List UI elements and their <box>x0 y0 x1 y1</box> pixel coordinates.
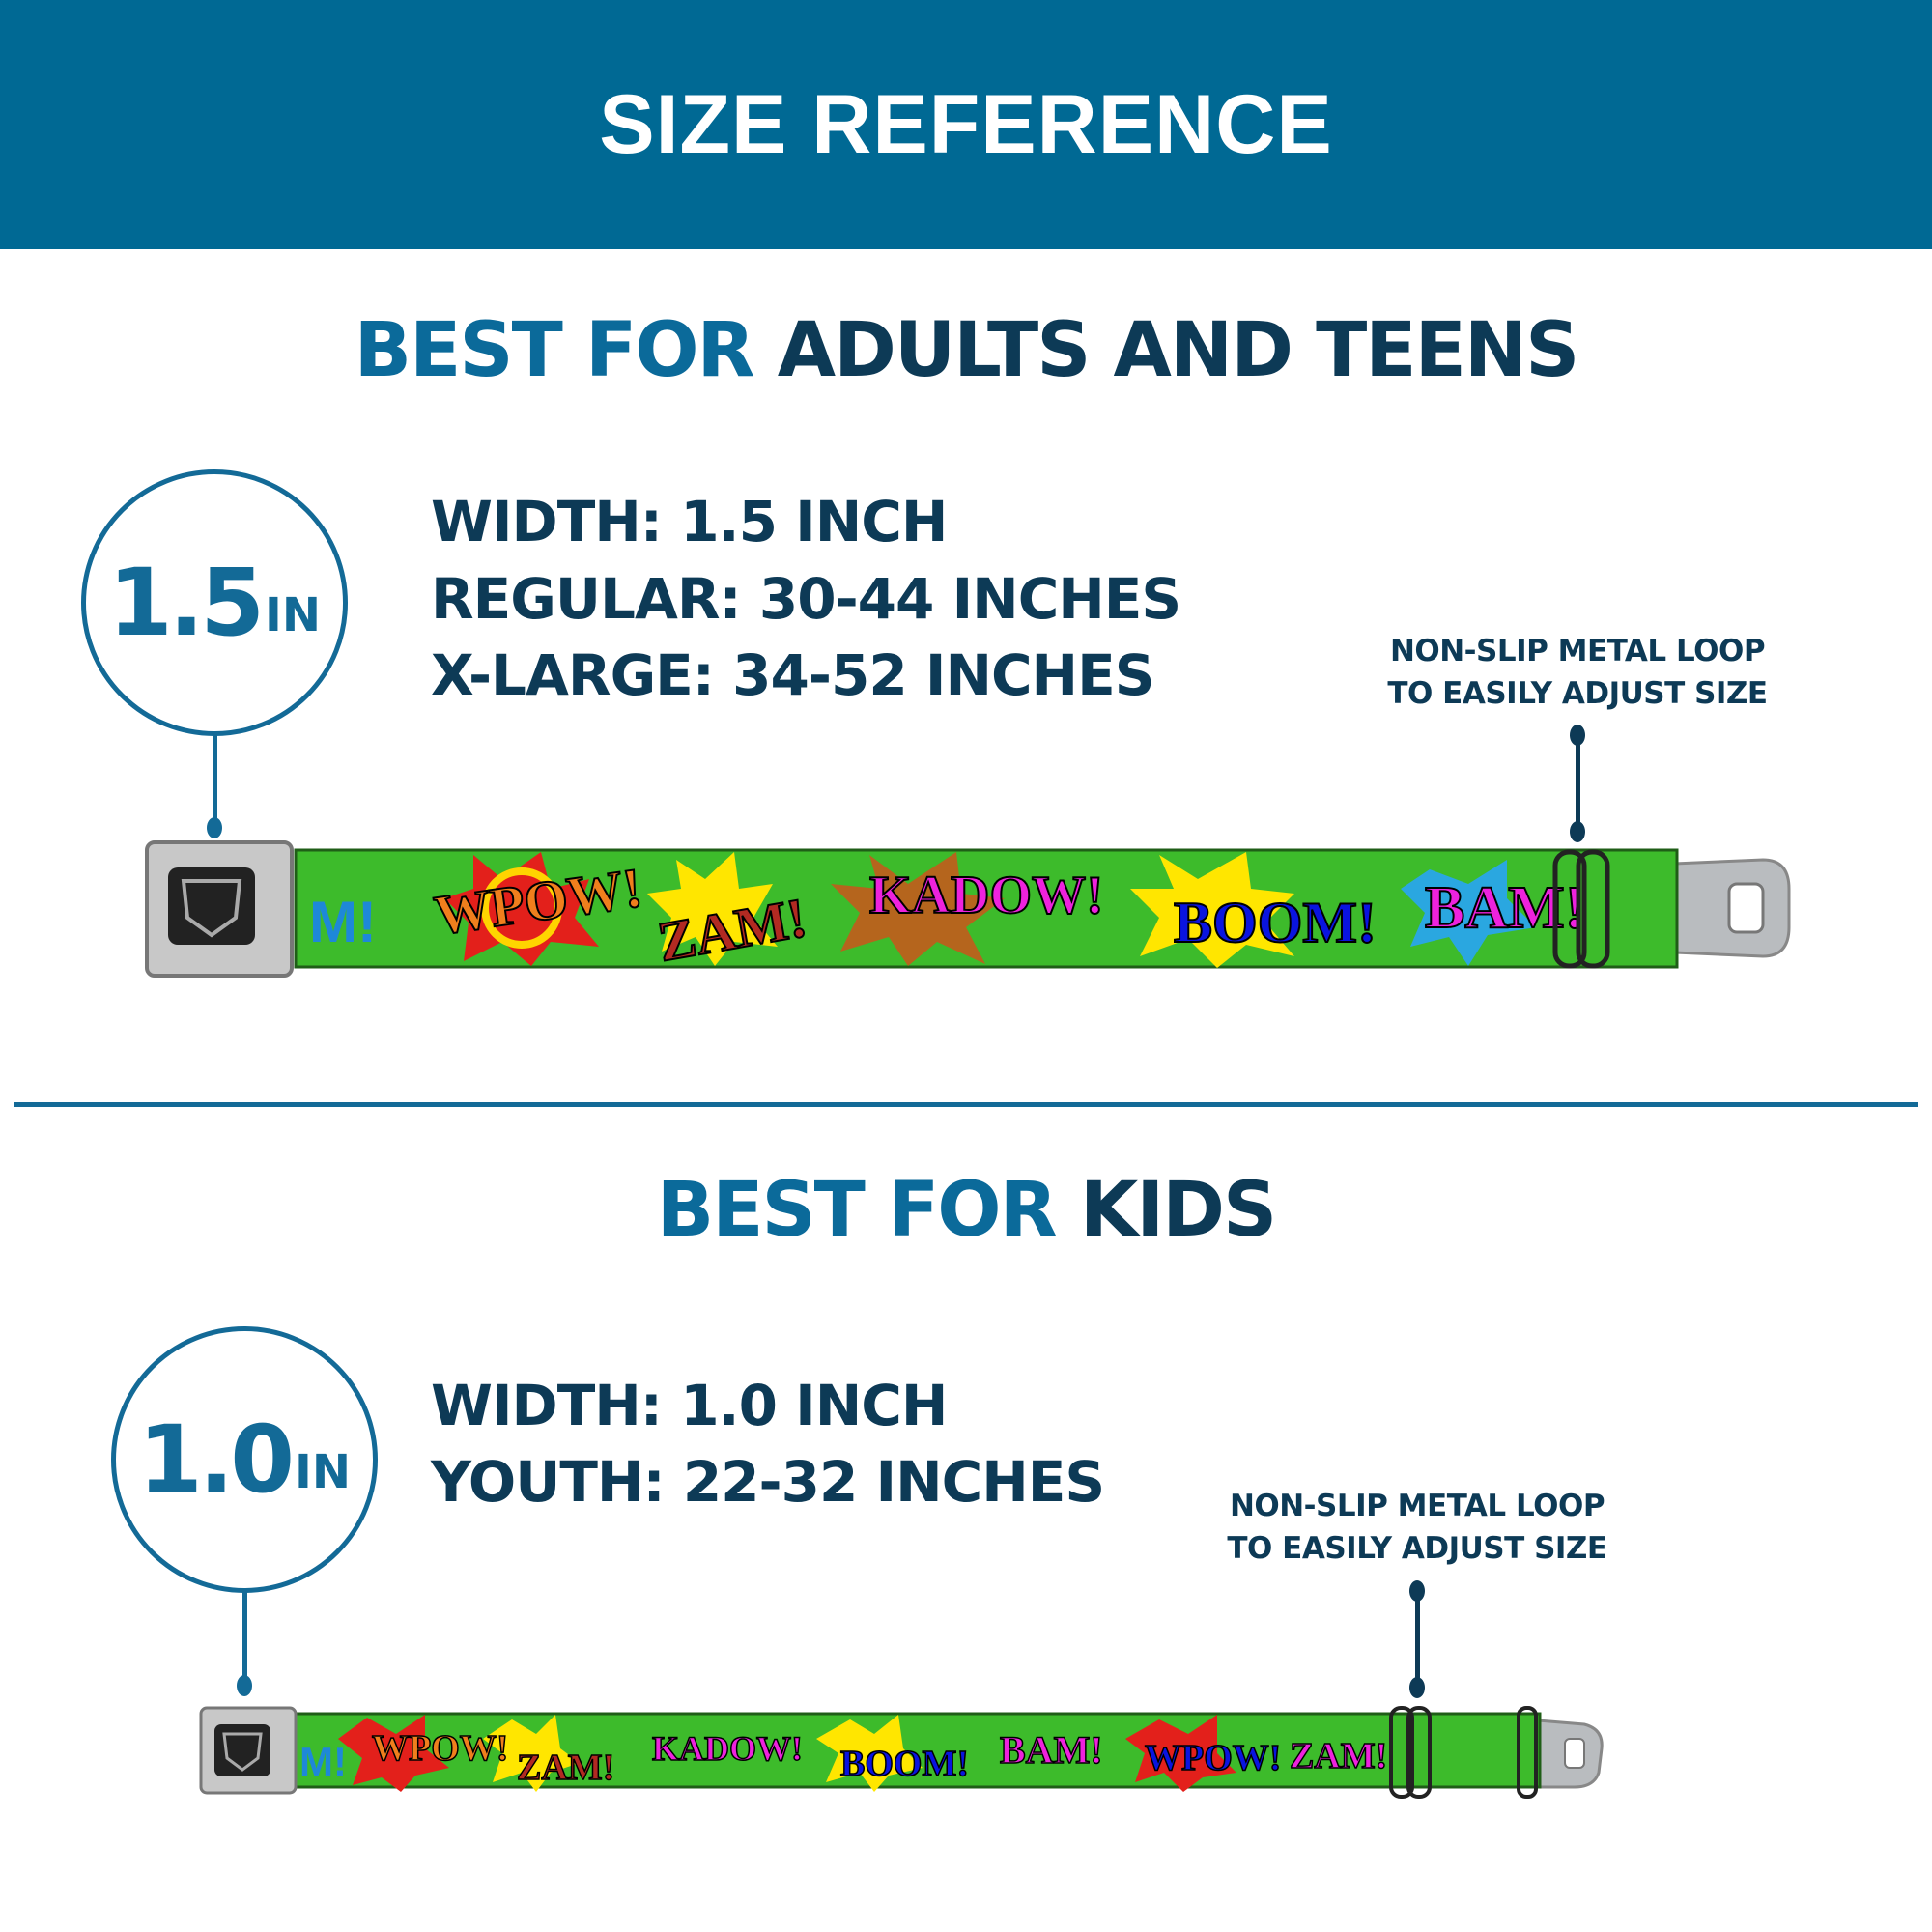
comic-burst <box>483 1715 580 1792</box>
loop-dot-bottom <box>1570 821 1585 842</box>
title-accent: BEST FOR <box>656 1167 1058 1254</box>
seatbelt-buckle <box>199 1706 298 1795</box>
badge-unit: IN <box>265 588 322 642</box>
comic-word: WPOW! <box>372 1728 508 1769</box>
loop-label-line2: TO EASILY ADJUST SIZE <box>1227 1531 1607 1566</box>
title-accent: BEST FOR <box>354 307 755 394</box>
buckle-logo-icon <box>181 879 242 938</box>
comic-word: M! <box>299 1739 347 1784</box>
belt-kids: M! WPOW! ZAM! KADOW! BOOM! BAM! WPOW! ZA… <box>199 1706 1604 1799</box>
width-badge-adult: 1.5 IN <box>81 469 348 736</box>
loop-label-line1: NON-SLIP METAL LOOP <box>1229 1489 1605 1523</box>
comic-word: BOOM! <box>840 1744 969 1784</box>
loop-label-kids: NON-SLIP METAL LOOP TO EASILY ADJUST SIZ… <box>1176 1485 1659 1570</box>
comic-burst <box>816 1715 923 1792</box>
comic-burst <box>1401 860 1536 966</box>
comic-word: KADOW! <box>652 1729 803 1768</box>
comic-burst <box>1125 1715 1236 1792</box>
badge-unit: IN <box>295 1445 352 1499</box>
badge-connector-line <box>242 1592 247 1684</box>
loop-connector-line <box>1576 734 1580 831</box>
comic-word: BAM! <box>1000 1728 1103 1772</box>
page-title: SIZE REFERENCE <box>599 78 1333 171</box>
header-banner: SIZE REFERENCE <box>0 0 1932 249</box>
badge-value: 1.5 <box>107 549 265 657</box>
spec-width: WIDTH: 1.0 INCH <box>431 1373 948 1438</box>
comic-word: ZAM! <box>1290 1736 1387 1776</box>
comic-word: ZAM! <box>517 1747 614 1788</box>
loop-connector-line <box>1415 1589 1420 1686</box>
belt-tail-plate <box>1524 1718 1604 1789</box>
adults-section-title: BEST FOR ADULTS AND TEENS <box>0 307 1932 394</box>
loop-label-adult: NON-SLIP METAL LOOP TO EASILY ADJUST SIZ… <box>1336 630 1819 715</box>
badge-value: 1.0 <box>137 1406 295 1514</box>
title-main: ADULTS AND TEENS <box>777 307 1580 394</box>
comic-burst <box>647 852 778 966</box>
loop-label-line2: TO EASILY ADJUST SIZE <box>1387 676 1768 711</box>
metal-loop <box>1389 1706 1538 1799</box>
comic-burst <box>444 852 599 966</box>
belt-tail-plate <box>1650 858 1791 958</box>
comic-word: BOOM! <box>1174 891 1377 954</box>
belt-adult: M! WPOW! ZAM! KADOW! BOOM! BAM! <box>145 840 1791 978</box>
width-badge-kids: 1.0 IN <box>111 1326 378 1593</box>
connector-dot <box>207 817 222 838</box>
buckle-logo-icon <box>222 1732 263 1772</box>
badge-connector-line <box>213 734 217 826</box>
comic-burst <box>338 1715 449 1792</box>
spec-width: WIDTH: 1.5 INCH <box>431 489 948 554</box>
section-divider <box>14 1102 1918 1107</box>
loop-dot-bottom <box>1409 1677 1425 1698</box>
seatbelt-buckle <box>145 840 294 978</box>
loop-label-line1: NON-SLIP METAL LOOP <box>1389 634 1766 668</box>
comic-word: M! <box>309 890 377 954</box>
comic-word: KADOW! <box>869 866 1104 925</box>
spec-youth: YOUTH: 22-32 INCHES <box>431 1449 1105 1515</box>
comic-burst <box>831 852 1005 966</box>
connector-dot <box>237 1675 252 1696</box>
spec-regular: REGULAR: 30-44 INCHES <box>431 566 1181 632</box>
metal-loop <box>1552 849 1610 969</box>
comic-word: WPOW! <box>1145 1738 1281 1778</box>
spec-xlarge: X-LARGE: 34-52 INCHES <box>431 642 1154 708</box>
comic-word: BAM! <box>1425 875 1584 941</box>
kids-section-title: BEST FOR KIDS <box>0 1167 1932 1254</box>
comic-burst <box>1130 852 1294 968</box>
title-main: KIDS <box>1079 1167 1277 1254</box>
